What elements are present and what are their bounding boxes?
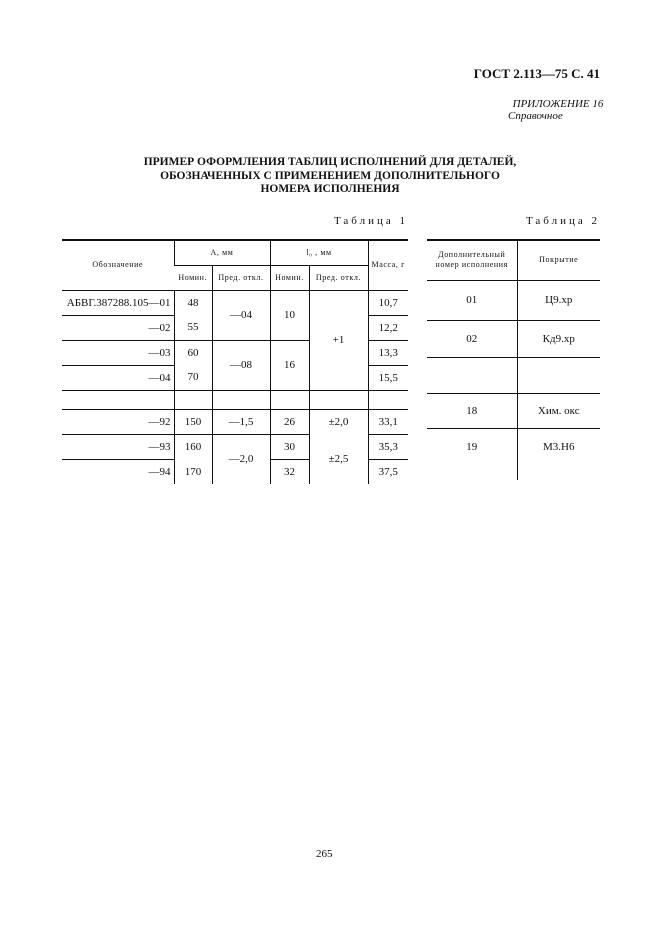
cell: 60 [173, 340, 212, 365]
cell: 170 [173, 459, 212, 484]
table-row: —03 60 —08 16 13,3 [62, 340, 408, 391]
header-a: A, мм [173, 240, 270, 266]
cell: —04 [211, 290, 270, 341]
cell: 10,7 [367, 290, 408, 316]
cell: М3.Н6 [516, 428, 600, 480]
table-row: АБВГ.387288.105—01 48 —04 10 +1 10,7 [62, 290, 408, 391]
cell: +1 [308, 290, 368, 391]
table-1: Обозначение A, мм l₀ , мм Масса, г Номин… [62, 239, 408, 484]
page-title: ПРИМЕР ОФОРМЛЕНИЯ ТАБЛИЦ ИСПОЛНЕНИЙ ДЛЯ … [120, 156, 540, 197]
table-row: —02 55 12,2 [62, 315, 408, 341]
cell: 16 [269, 340, 309, 391]
cell: 150 [173, 409, 212, 435]
table-row: —04 70 15,5 [62, 365, 408, 391]
cell: 01 [427, 280, 517, 321]
cell: 48 [173, 290, 212, 315]
header-l0: l₀ , мм [269, 240, 368, 266]
cell: 10 [269, 290, 309, 341]
header-additional-number: Дополнительный номер исполнения [427, 240, 517, 281]
reference-label: Справочное [508, 110, 563, 122]
cell: 12,2 [367, 315, 408, 341]
header-tol: Пред. откл. [211, 265, 270, 291]
table-2: Дополнительный номер исполнения Покрытие… [427, 239, 600, 480]
cell: —08 [211, 340, 270, 391]
cell: 37,5 [367, 459, 408, 484]
cell: —94 [148, 465, 171, 478]
cell: 70 [173, 365, 212, 391]
cell: ±2,0 [308, 409, 368, 434]
cell: Кд9.хр [516, 320, 600, 358]
cell: 19 [466, 440, 478, 453]
document-code: ГОСТ 2.113—75 С. 41 [473, 66, 600, 81]
table-row-empty [62, 390, 408, 410]
cell: 26 [269, 409, 309, 435]
table-row: —94 170 32 37,5 [62, 459, 408, 484]
table2-caption: Таблица 2 [525, 215, 600, 227]
header-coating: Покрытие [516, 240, 600, 281]
cell: 33,1 [367, 409, 408, 435]
header-nom: Номин. [174, 265, 212, 291]
cell: —93 [62, 434, 174, 460]
cell: 55 [173, 315, 212, 341]
title-line: ПРИМЕР ОФОРМЛЕНИЯ ТАБЛИЦ ИСПОЛНЕНИЙ ДЛЯ … [143, 156, 517, 168]
appendix-label: ПРИЛОЖЕНИЕ 16 [512, 98, 604, 110]
header-mass: Масса, г [367, 240, 408, 291]
table-row: 02 Кд9.хр [427, 320, 600, 358]
cell: 18 [427, 393, 517, 429]
cell: АБВГ.387288.105—01 [62, 290, 174, 316]
cell: —03 [62, 340, 174, 366]
cell: 15,5 [367, 365, 408, 391]
page-number: 265 [316, 848, 333, 860]
table1-caption: Таблица 1 [333, 215, 408, 227]
cell: —2,0 [211, 434, 270, 484]
cell: ±2,5 [308, 434, 368, 484]
cell: 02 [427, 320, 517, 358]
cell: 160 [173, 434, 212, 459]
cell: 35,3 [367, 434, 408, 460]
header-designation: Обозначение [62, 240, 174, 291]
cell: 30 [269, 434, 309, 460]
cell: Ц9.хр [516, 280, 600, 321]
cell: 32 [269, 459, 309, 484]
cell: —1,5 [211, 409, 270, 435]
table-row: —92 150 —1,5 26 ±2,0 33,1 [62, 409, 408, 435]
cell: Хим. окс [516, 393, 600, 429]
table-row-empty [427, 357, 600, 394]
cell: 13,3 [367, 340, 408, 366]
title-line: НОМЕРА ИСПОЛНЕНИЯ [260, 183, 400, 195]
title-line: ОБОЗНАЧЕННЫХ С ПРИМЕНЕНИЕМ ДОПОЛНИТЕЛЬНО… [160, 169, 500, 182]
cell: —92 [62, 409, 174, 435]
header-nom: Номин. [269, 265, 309, 291]
table-row: 01 Ц9.хр [427, 280, 600, 321]
header-tol: Пред. откл. [308, 265, 368, 291]
table-row: 19 М3.Н6 [427, 428, 600, 480]
table-row: 18 Хим. окс [427, 393, 600, 429]
cell: —02 [62, 315, 174, 341]
cell: —04 [62, 365, 174, 391]
table-row: —93 160 —2,0 30 ±2,5 35,3 [62, 434, 408, 484]
